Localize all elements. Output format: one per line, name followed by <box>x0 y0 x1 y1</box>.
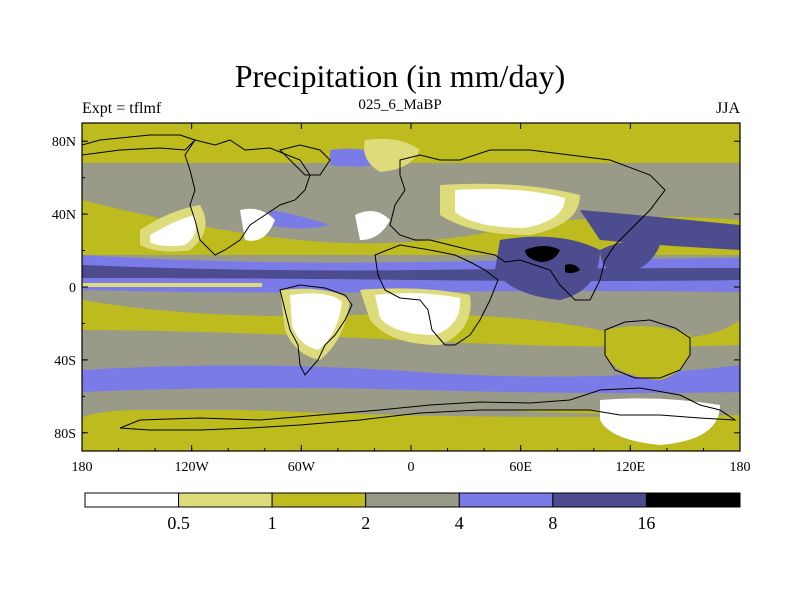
colorbar-level-label: 8 <box>548 513 557 533</box>
y-tick-label: 40N <box>52 208 76 223</box>
y-tick-label: 0 <box>69 281 76 296</box>
colorbar-level-label: 4 <box>455 513 464 533</box>
colorbar-level-label: 1 <box>268 513 277 533</box>
map-title: Precipitation (in mm/day) <box>234 58 566 94</box>
season-label: JJA <box>715 100 740 117</box>
colorbar-swatch <box>178 492 273 508</box>
x-tick-label: 60W <box>288 460 316 475</box>
x-tick-label: 120E <box>616 460 646 475</box>
colorbar-swatch <box>271 492 367 508</box>
axis-ticks: 180 120W 60W 0 60E 120E 180 80N 40N 0 40S 80S <box>52 123 751 475</box>
x-tick-label: 0 <box>408 460 415 475</box>
coastlines <box>82 134 737 431</box>
experiment-label: Expt = tflmf <box>82 100 162 117</box>
map-field <box>82 123 740 451</box>
colorbar-level-label: 16 <box>637 513 655 533</box>
y-tick-label: 80S <box>54 427 76 442</box>
colorbar-swatch <box>84 492 180 508</box>
x-tick-label: 180 <box>730 460 751 475</box>
y-tick-label: 40S <box>54 354 76 369</box>
colorbar: 0.5 1 2 4 8 16 <box>84 492 741 533</box>
x-tick-label: 180 <box>72 460 93 475</box>
colorbar-level-label: 2 <box>361 513 370 533</box>
x-tick-label: 60E <box>509 460 532 475</box>
colorbar-swatch <box>458 492 554 508</box>
period-label: 025_6_MaBP <box>358 97 442 113</box>
x-tick-label: 120W <box>175 460 210 475</box>
colorbar-swatch <box>645 492 741 508</box>
colorbar-swatch <box>552 492 647 508</box>
colorbar-swatch <box>365 492 460 508</box>
y-tick-label: 80N <box>52 135 76 150</box>
colorbar-level-label: 0.5 <box>167 513 190 533</box>
